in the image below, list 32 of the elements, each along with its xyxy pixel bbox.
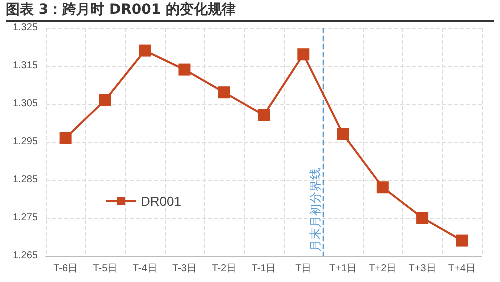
y-tick-label: 1.265 — [12, 250, 38, 262]
point — [99, 94, 112, 106]
x-tick-label: T+1日 — [330, 264, 358, 274]
x-tick-label: T-4日 — [132, 264, 158, 274]
point — [218, 86, 230, 99]
x-tick-label: T+3日 — [408, 264, 436, 274]
x-tick-label: T-5日 — [93, 264, 118, 274]
x-tick-label: T-2日 — [212, 264, 237, 274]
ref-line-label: 月末月初分界线 — [308, 168, 322, 252]
chart-title: 图表 3：跨月时 DR001 的变化规律 — [6, 2, 494, 22]
point — [178, 64, 191, 76]
y-tick-label: 1.295 — [12, 136, 38, 148]
point — [416, 212, 429, 224]
y-tick-label: 1.285 — [12, 174, 38, 186]
legend-label: DR001 — [141, 194, 182, 209]
point — [376, 182, 389, 194]
y-tick-label: 1.275 — [12, 212, 38, 224]
point — [139, 44, 152, 57]
point — [258, 109, 270, 122]
x-tick-label: T-3日 — [172, 264, 197, 274]
x-tick-label: T-6日 — [54, 264, 78, 274]
x-tick-label: T+4日 — [448, 264, 476, 274]
point — [337, 128, 350, 140]
point — [60, 132, 72, 144]
point — [298, 48, 310, 61]
x-tick-label: T-1日 — [252, 264, 276, 274]
x-tick-label: T+2日 — [369, 264, 397, 274]
x-tick-label: T日 — [296, 264, 312, 274]
y-tick-label: 1.325 — [12, 22, 38, 34]
point — [456, 234, 468, 247]
y-tick-label: 1.305 — [12, 98, 38, 110]
y-tick-label: 1.315 — [12, 60, 38, 72]
